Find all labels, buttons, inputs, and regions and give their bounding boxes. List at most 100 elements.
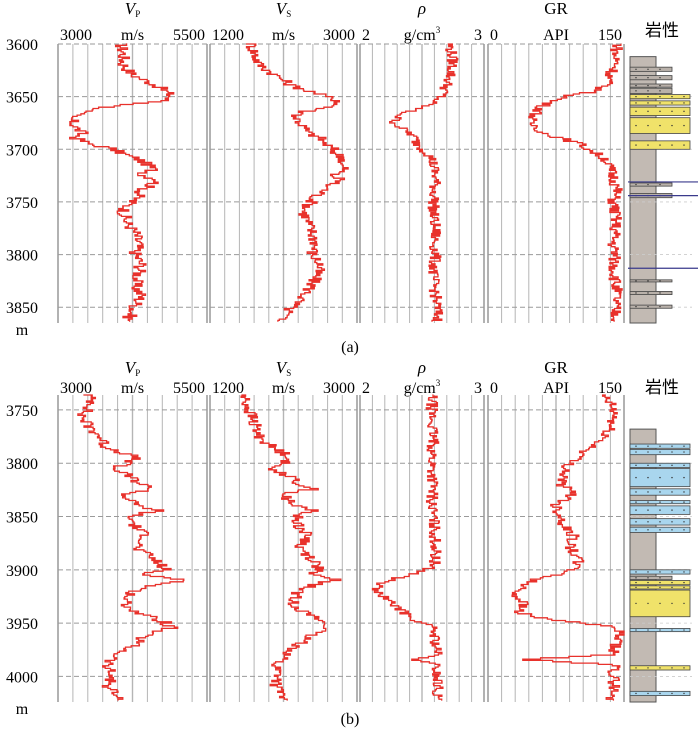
lithology-dot xyxy=(659,110,661,113)
lithology-dot xyxy=(683,501,685,503)
lithology-dot xyxy=(635,464,637,467)
lithology-dot xyxy=(683,445,685,447)
track-min-label: 0 xyxy=(490,380,498,397)
track-vp: 3000 5500 m/s VP xyxy=(57,358,208,702)
lithology-dot xyxy=(683,629,685,631)
lithology-dot xyxy=(659,76,661,79)
lithology-dot xyxy=(671,144,673,146)
lithology-dot xyxy=(635,183,637,186)
lithology-dot xyxy=(635,84,637,87)
log-curve xyxy=(240,394,342,701)
lithology-dot xyxy=(659,280,661,282)
depth-tick-label: 3850 xyxy=(6,510,38,527)
lithology-dot xyxy=(683,95,685,98)
lithology-dot xyxy=(647,102,649,104)
lithology-bed-mudstone xyxy=(629,279,673,283)
lithology-dot xyxy=(647,95,649,98)
lithology-dot xyxy=(671,476,673,479)
depth-unit-label: m xyxy=(16,322,29,339)
lithology-dot xyxy=(647,501,649,503)
lithology-dot xyxy=(647,90,649,92)
log-curve xyxy=(528,43,623,322)
log-curve xyxy=(389,43,459,322)
lithology-dot xyxy=(647,521,649,523)
lithology-dot xyxy=(635,144,637,146)
lithology-dot xyxy=(647,476,649,479)
lithology-dot xyxy=(647,451,649,453)
track-max-label: 3 xyxy=(474,380,482,397)
lithology-dot xyxy=(635,280,637,282)
lithology-dot xyxy=(647,529,649,531)
lithology-dot xyxy=(635,586,637,589)
lithology-dot xyxy=(659,144,661,146)
track-symbol: GR xyxy=(544,358,568,377)
track-min-label: 1200 xyxy=(212,380,244,397)
lithology-dot xyxy=(635,571,637,573)
track-unit-label: m/s xyxy=(272,27,295,44)
lithology-dot xyxy=(647,577,649,579)
log-curve xyxy=(371,394,444,701)
lithology-dot xyxy=(683,476,685,479)
lithology-dot xyxy=(659,102,661,104)
lithology-bed-mudstone xyxy=(629,83,673,88)
lithology-dot xyxy=(683,509,685,511)
lithology-dot xyxy=(683,602,685,605)
lithology-dot xyxy=(671,110,673,113)
lithology-dot xyxy=(659,95,661,98)
lithology-dot xyxy=(647,144,649,146)
panel-label: (b) xyxy=(341,711,360,728)
lithology-dot xyxy=(635,581,637,584)
lithology-dot xyxy=(635,602,637,605)
lithology-dot xyxy=(659,586,661,589)
track-min-label: 3000 xyxy=(60,380,92,397)
lithology-dot xyxy=(671,692,673,695)
lithology-dot xyxy=(671,629,673,631)
lithology-dot xyxy=(671,464,673,467)
lithology-bed-mudstone xyxy=(629,75,673,81)
lithology-dot xyxy=(671,95,673,98)
lithology-dot xyxy=(671,602,673,605)
lithology-dot xyxy=(635,629,637,631)
lithology-dot xyxy=(647,305,649,308)
lithology-dot xyxy=(647,183,649,186)
depth-tick-label: 3800 xyxy=(6,248,38,265)
track-unit-label: g/cm3 xyxy=(404,25,441,44)
track-unit-label: g/cm3 xyxy=(404,378,441,397)
lithology-bed-mudstone xyxy=(629,66,673,72)
lithology-dot xyxy=(647,586,649,589)
lithology-dot xyxy=(683,124,685,127)
track-unit-label: m/s xyxy=(121,380,144,397)
depth-tick-label: 3900 xyxy=(6,563,38,580)
lithology-dot xyxy=(635,521,637,523)
track-min-label: 0 xyxy=(490,27,498,44)
track-unit-label: API xyxy=(543,380,569,397)
lithology-dot xyxy=(635,692,637,695)
lithology-dot xyxy=(635,68,637,70)
track-min-label: 2 xyxy=(362,27,370,44)
lithology-dot xyxy=(635,95,637,98)
lithology-dot xyxy=(671,451,673,453)
lithology-dot xyxy=(635,529,637,531)
lithology-dot xyxy=(635,577,637,579)
lithology-dot xyxy=(659,124,661,127)
lithology-dot xyxy=(635,476,637,479)
lithology-dot xyxy=(635,509,637,511)
lithology-bed-mudstone xyxy=(629,291,673,295)
lithology-bed-mudstone xyxy=(629,182,673,187)
track-max-label: 3000 xyxy=(323,380,355,397)
lithology-dot xyxy=(635,445,637,447)
track-max-label: 5500 xyxy=(173,27,205,44)
depth-tick-label: 3750 xyxy=(6,195,38,212)
lithology-dot xyxy=(671,124,673,127)
lithology-dot xyxy=(659,491,661,493)
lithology-dot xyxy=(659,68,661,70)
lithology-dot xyxy=(659,183,661,186)
lithology-dot xyxy=(635,667,637,669)
lithology-dot xyxy=(659,90,661,92)
lithology-dot xyxy=(647,280,649,282)
lithology-dot xyxy=(647,445,649,447)
lithology-dot xyxy=(671,529,673,531)
lithology-dot xyxy=(647,629,649,631)
lithology-dot xyxy=(659,451,661,453)
